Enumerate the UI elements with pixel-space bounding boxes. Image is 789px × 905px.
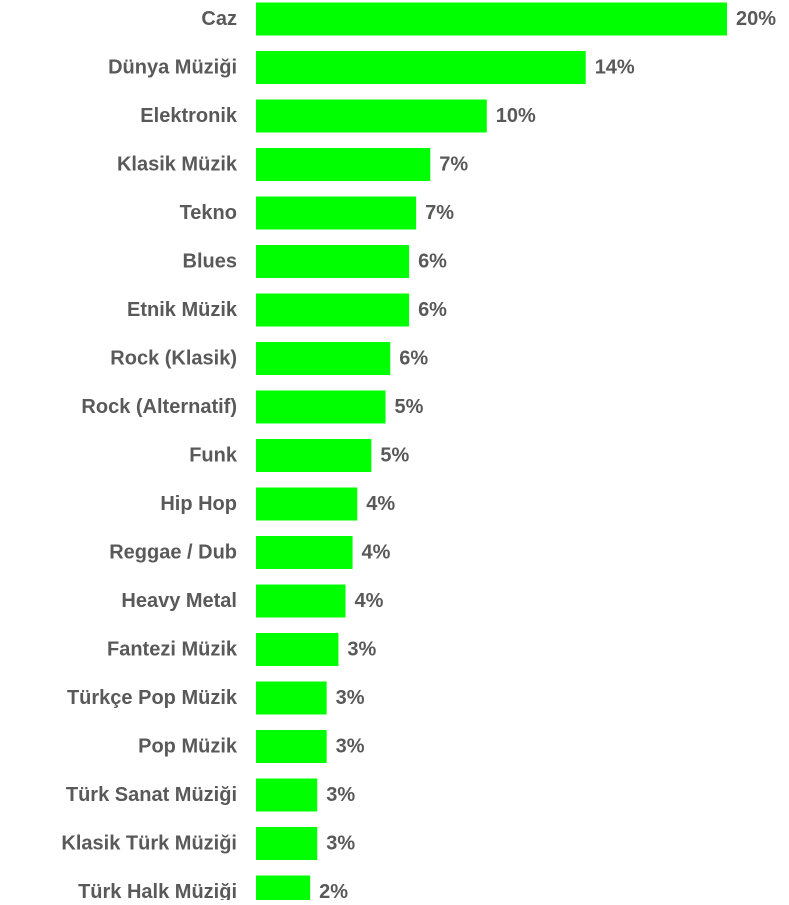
- value-label: 10%: [496, 105, 536, 127]
- category-label: Dünya Müziği: [108, 57, 237, 79]
- value-label: 7%: [439, 154, 468, 176]
- category-label: Caz: [201, 8, 237, 30]
- bar: [256, 342, 391, 375]
- value-label: 4%: [366, 493, 395, 515]
- category-label: Pop Müzik: [138, 736, 238, 758]
- bar: [256, 51, 586, 84]
- bar: [256, 584, 346, 618]
- value-label: 14%: [595, 57, 635, 79]
- bar: [256, 536, 353, 569]
- value-label: 6%: [418, 251, 447, 273]
- category-label: Klasik Müzik: [117, 154, 238, 176]
- value-label: 6%: [399, 348, 428, 370]
- bar: [256, 875, 311, 905]
- category-label: Hip Hop: [160, 493, 237, 515]
- category-label: Klasik Türk Müziği: [61, 833, 237, 855]
- category-label: Türk Halk Müziği: [78, 881, 237, 900]
- category-label: Türkçe Pop Müzik: [67, 687, 238, 709]
- category-label: Rock (Alternatif): [81, 396, 237, 418]
- bar: [256, 730, 327, 763]
- value-label: 3%: [326, 784, 355, 806]
- value-label: 4%: [354, 590, 383, 612]
- category-label: Türk Sanat Müziği: [66, 784, 237, 806]
- value-label: 3%: [336, 736, 365, 758]
- value-label: 3%: [336, 687, 365, 709]
- category-label: Tekno: [180, 202, 237, 224]
- category-label: Funk: [189, 445, 238, 467]
- value-label: 4%: [362, 542, 391, 564]
- category-label: Rock (Klasik): [110, 348, 237, 370]
- bar: [256, 99, 487, 133]
- bar: [256, 245, 410, 278]
- bar: [256, 439, 372, 472]
- category-label: Heavy Metal: [121, 590, 237, 612]
- value-label: 20%: [736, 8, 776, 30]
- bar: [256, 827, 318, 860]
- bar: [256, 681, 327, 715]
- value-label: 5%: [395, 396, 424, 418]
- value-label: 2%: [319, 881, 348, 900]
- category-label: Blues: [183, 251, 237, 273]
- bar: [256, 2, 727, 36]
- category-label: Elektronik: [140, 105, 238, 127]
- bar: [256, 778, 318, 812]
- value-label: 7%: [425, 202, 454, 224]
- bar: [256, 390, 386, 424]
- bar: [256, 148, 431, 181]
- bar: [256, 293, 410, 327]
- category-label: Etnik Müzik: [127, 299, 238, 321]
- bars-group: Caz 20% Dünya Müziği 14% Elektronik 10% Klasik…: [61, 2, 776, 905]
- bar: [256, 633, 339, 666]
- category-label: Reggae / Dub: [109, 542, 237, 564]
- value-label: 3%: [347, 639, 376, 661]
- value-label: 3%: [326, 833, 355, 855]
- value-label: 5%: [380, 445, 409, 467]
- value-label: 6%: [418, 299, 447, 321]
- bar: [256, 487, 358, 521]
- category-label: Fantezi Müzik: [107, 639, 238, 661]
- bar: [256, 196, 417, 230]
